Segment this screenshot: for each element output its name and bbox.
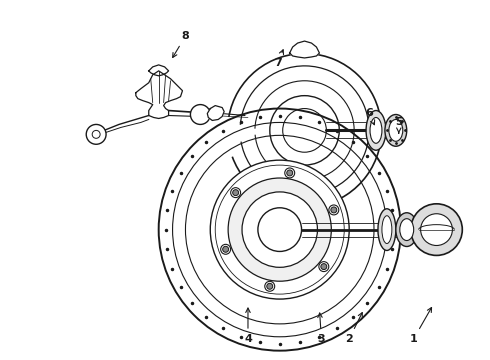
Circle shape <box>220 244 231 254</box>
Circle shape <box>191 105 210 125</box>
Circle shape <box>285 168 294 178</box>
Circle shape <box>329 205 339 215</box>
Ellipse shape <box>378 209 396 251</box>
Circle shape <box>159 109 401 351</box>
Circle shape <box>222 246 229 252</box>
Text: 2: 2 <box>345 312 362 344</box>
Text: 6: 6 <box>365 108 375 125</box>
Ellipse shape <box>366 111 386 150</box>
Ellipse shape <box>396 213 417 247</box>
Circle shape <box>331 207 337 213</box>
Polygon shape <box>290 41 319 58</box>
Circle shape <box>242 192 318 267</box>
Ellipse shape <box>385 114 407 146</box>
Circle shape <box>411 204 462 255</box>
Circle shape <box>86 125 106 144</box>
Ellipse shape <box>382 216 392 243</box>
Text: 1: 1 <box>410 307 432 344</box>
Polygon shape <box>149 65 169 76</box>
Circle shape <box>265 281 275 291</box>
Circle shape <box>420 214 452 246</box>
Circle shape <box>321 264 327 270</box>
Text: 3: 3 <box>318 313 325 344</box>
Circle shape <box>233 190 239 195</box>
Text: 8: 8 <box>172 31 189 58</box>
Ellipse shape <box>389 120 403 141</box>
Text: 5: 5 <box>395 117 403 133</box>
Circle shape <box>228 178 331 281</box>
Text: 4: 4 <box>244 308 252 344</box>
Circle shape <box>258 208 301 251</box>
Polygon shape <box>136 71 182 118</box>
Circle shape <box>319 262 329 271</box>
Circle shape <box>231 188 241 198</box>
Ellipse shape <box>400 219 414 240</box>
Polygon shape <box>207 105 224 121</box>
Circle shape <box>210 160 349 299</box>
Circle shape <box>287 170 293 176</box>
Circle shape <box>267 283 273 289</box>
Text: 7: 7 <box>274 50 284 68</box>
Ellipse shape <box>370 117 382 143</box>
